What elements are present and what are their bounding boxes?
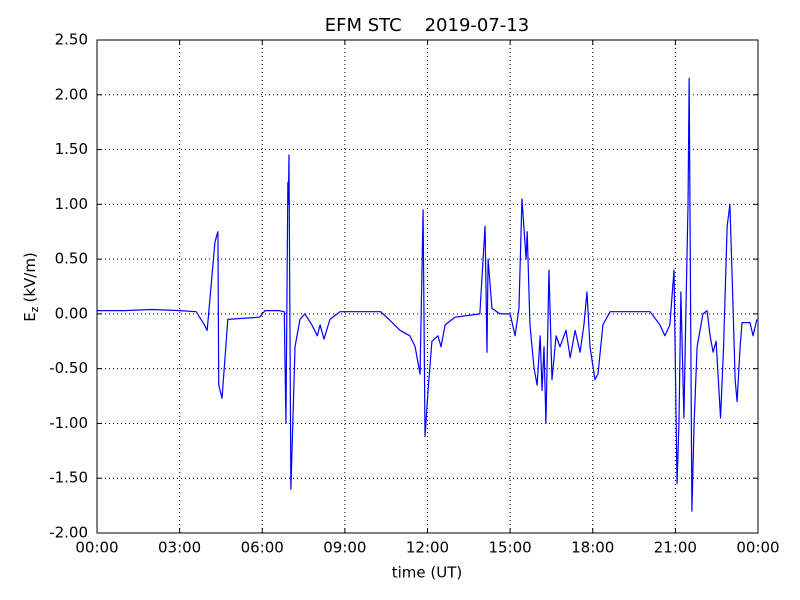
x-tick-label: 15:00 — [489, 539, 532, 557]
y-tick-label: 1.00 — [55, 195, 88, 213]
x-axis-label: time (UT) — [392, 564, 463, 582]
y-tick-label: 2.00 — [55, 85, 88, 103]
chart-title: EFM STC 2019-07-13 — [325, 15, 529, 36]
y-tick-label: 1.50 — [55, 140, 88, 158]
y-tick-label: -0.50 — [49, 359, 88, 377]
y-axis-label: Ez (kV/m) — [21, 252, 42, 322]
x-tick-label: 18:00 — [571, 539, 614, 557]
plot-frame — [96, 39, 759, 534]
x-tick-label: 09:00 — [323, 539, 366, 557]
y-axis-label-unit: (kV/m) — [21, 252, 39, 302]
y-tick-label: 0.00 — [55, 304, 88, 322]
y-tick-label: -1.50 — [49, 469, 88, 487]
x-tick-label: 00:00 — [736, 539, 779, 557]
y-axis-label-main: E — [21, 312, 39, 321]
x-tick-label: 21:00 — [654, 539, 697, 557]
y-tick-label: 0.50 — [55, 250, 88, 268]
data-line — [97, 77, 758, 512]
y-axis-label-subscript: z — [28, 306, 41, 312]
plot-area: -2.00 -1.50 -1.00 -0.50 0.00 0.50 1.00 1.50 2.00… — [49, 31, 779, 557]
y-tick-label: -1.00 — [49, 414, 88, 432]
x-tick-label: 03:00 — [158, 539, 201, 557]
y-tick-label: 2.50 — [55, 31, 88, 49]
x-tick-label: 00:00 — [75, 539, 118, 557]
x-tick-label: 06:00 — [241, 539, 284, 557]
y-tick-label: -2.00 — [49, 524, 88, 542]
x-tick-label: 12:00 — [406, 539, 449, 557]
